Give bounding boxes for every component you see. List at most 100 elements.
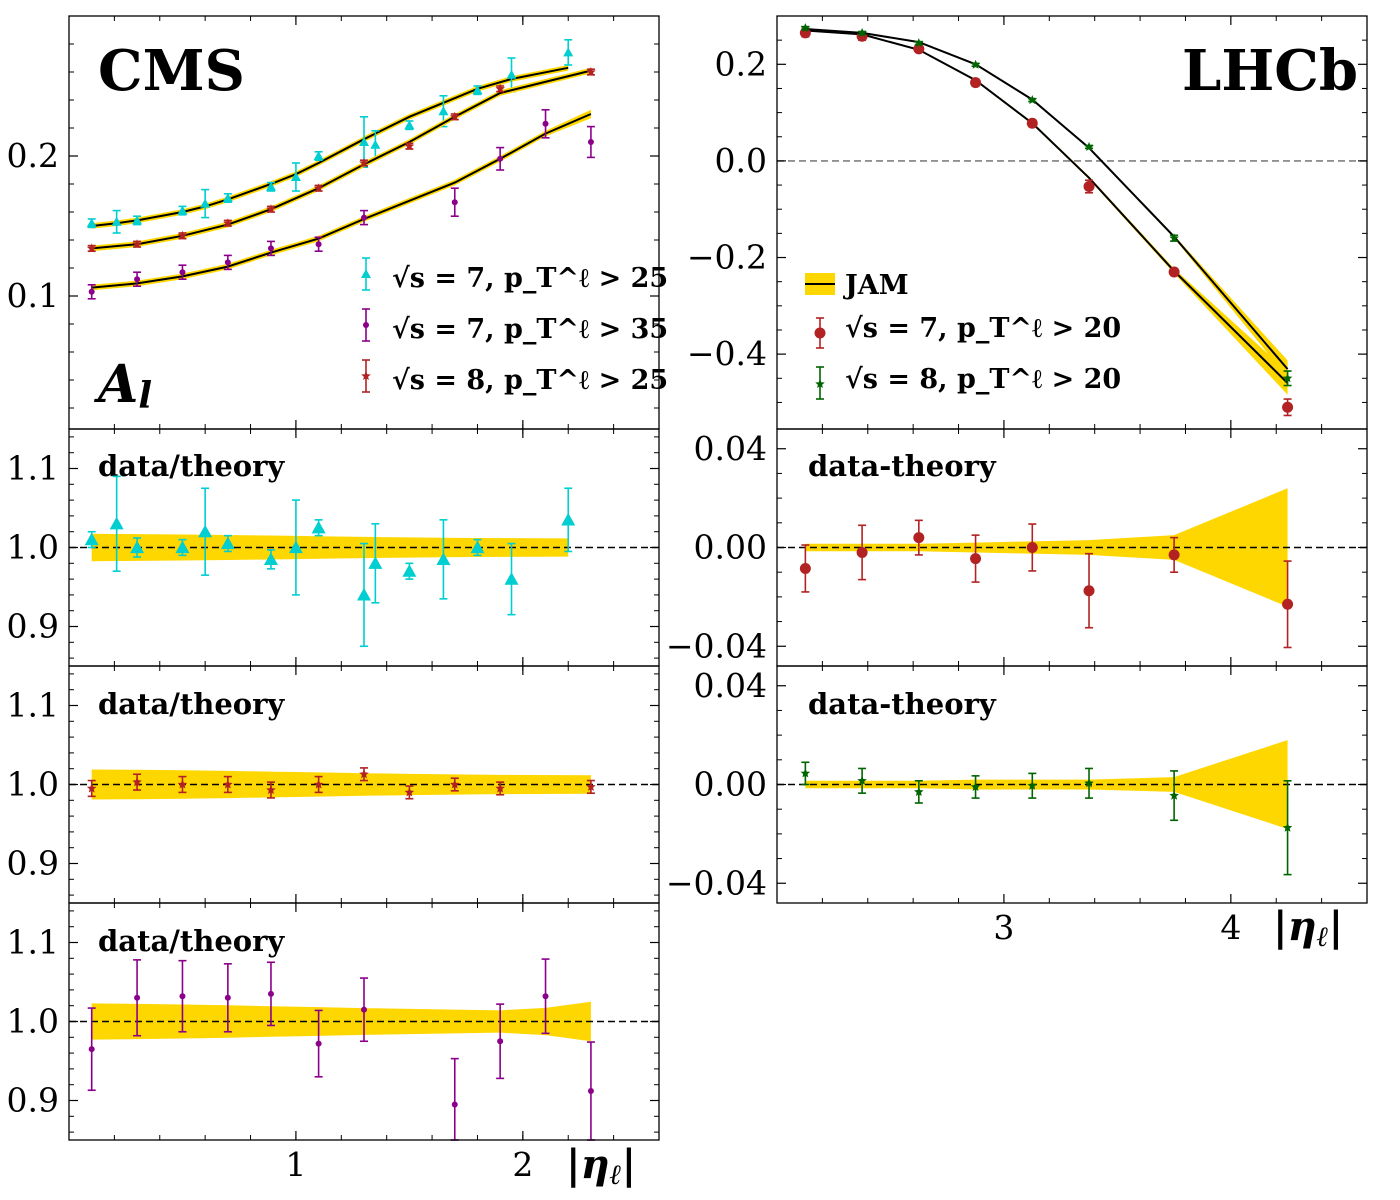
cms-ratio-point [586,781,596,791]
cms-data-point [361,214,367,221]
lhcb-x-axis-label: |ηℓ| [1273,903,1343,953]
cms-ratio-point [134,994,141,1001]
cms-data-point [313,151,324,160]
lhcb-legend-label-1: √s = 7, p_T^ℓ > 20 [845,313,1121,344]
cms-ratio-point [266,785,276,795]
lhcb-data-point [800,23,811,33]
lhcb-diff-point [856,546,868,558]
cms-legend-marker [361,371,371,380]
cms-ratio-point [288,540,303,554]
cms-data-point [222,193,233,202]
cms-ratio-y-tick-label: 1.1 [7,449,59,488]
cms-ratio-point [450,779,460,789]
cms-ratio-point [223,779,233,789]
cms-ratio-point [267,990,274,997]
lhcb-data-point [1282,373,1293,383]
lhcb-data-point [913,43,925,55]
lhcb-data-point [970,59,981,69]
lhcb-diff-point [970,782,981,791]
lhcb-main-y-tick-label: 0.2 [715,44,767,83]
cms-ratio-point [587,1088,594,1095]
cms-data-point [451,199,458,206]
cms-ratio-label-2: data/theory [98,687,285,721]
cms-data-point [315,241,322,248]
lhcb-diff-y-tick-label: 0.04 [694,429,767,468]
cms-x-axis-label: |ηℓ| [566,1141,636,1191]
lhcb-diff-label-2: data-theory [808,687,997,721]
cms-data-point [111,216,122,226]
lhcb-diff-point [1282,598,1294,610]
cms-ratio-point [368,556,383,569]
lhcb-experiment-label: LHCb [1182,38,1358,104]
cms-ratio-point [436,552,451,565]
lhcb-data-point [1282,401,1294,413]
cms-observable-label: Al [93,354,152,417]
cms-legend-marker [363,322,369,328]
cms-x-tick-label: 2 [512,1145,533,1184]
cms-data-point [404,120,415,130]
cms-data-point [495,83,505,93]
cms-ratio-point [359,769,369,779]
cms-data-point [359,158,369,167]
lhcb-diff-y-tick-label: 0.00 [694,765,767,804]
cms-ratio-point [311,520,326,534]
cms-data-point [267,245,274,252]
lhcb-diff-point [857,775,867,785]
lhcb-data-point [970,77,982,89]
lhcb-diff-point [1169,790,1179,800]
cms-ratio-band [91,533,569,562]
cms-ratio-point [313,779,324,789]
cms-ratio-y-tick-label: 0.9 [7,1081,59,1120]
cms-ratio-point [132,777,142,787]
cms-data-point [200,198,211,208]
cms-data-point [563,47,574,57]
cms-data-point [132,239,142,249]
cms-theory-line [91,66,569,227]
cms-ratio-point [315,1040,322,1047]
cms-ratio-point [179,993,186,1000]
cms-ratio-band [91,1001,591,1042]
cms-data-point [450,111,460,121]
cms-data-point [313,183,324,193]
cms-data-point [88,288,95,295]
cms-data-point [586,67,596,76]
cms-x-tick-label: 1 [285,1145,306,1184]
cms-ratio-point [198,524,213,538]
cms-ratio-point [504,572,519,585]
lhcb-diff-point [913,532,925,544]
cms-data-point [370,139,381,149]
cms-ratio-point [357,587,371,601]
lhcb-legend-marker [815,379,825,388]
cms-ratio-point [470,540,485,554]
cms-ratio-point [542,993,549,1000]
lhcb-data-point [1026,117,1038,129]
cms-data-point [132,215,143,225]
lhcb-data-point [1083,181,1095,193]
cms-main-y-tick-label: 0.2 [7,136,59,175]
plot-layer: 0.1 0.2 0.9 1.0 1.1 0.9 1.0 1.1 0.9 1.0 1.1 1 2 0.2 0.… [7,15,1368,1184]
cms-data-point [587,139,594,145]
lhcb-diff-point [914,786,924,796]
lhcb-data-point [857,27,867,37]
lhcb-diff-y-tick-label: 0.04 [694,666,767,705]
lhcb-x-tick-label: 4 [1220,908,1241,947]
cms-data-point [438,106,449,116]
cms-ratio-label-1: data/theory [98,449,285,483]
cms-ratio-point [220,536,235,550]
cms-ratio-point [109,516,124,530]
lhcb-data-point [914,38,924,48]
cms-ratio-y-tick-label: 1.1 [7,923,59,962]
cms-ratio-y-tick-label: 0.9 [7,844,59,883]
cms-ratio-point [404,787,415,797]
lhcb-diff-point [1282,822,1293,832]
cms-data-point [223,218,233,228]
lhcb-theory-line [805,29,1289,384]
cms-ratio-point [495,783,505,793]
cms-ratio-point [402,564,417,577]
cms-ratio-point [175,540,190,554]
cms-data-point [266,204,276,214]
lhcb-x-tick-label: 3 [993,908,1014,947]
cms-data-point [290,172,301,181]
lhcb-legend-label-2: √s = 8, p_T^ℓ > 20 [845,364,1121,395]
